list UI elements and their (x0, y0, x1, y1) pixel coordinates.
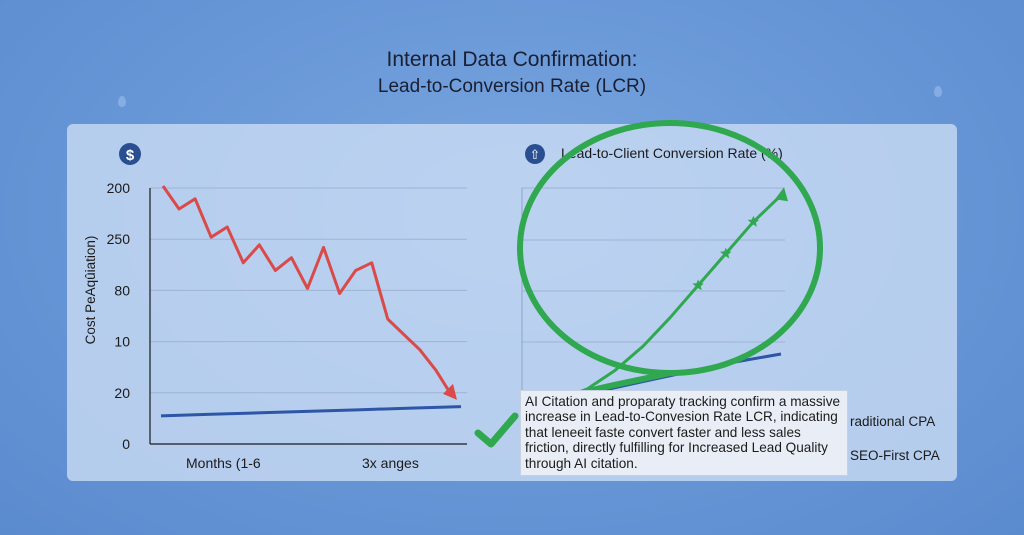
star-marker (747, 215, 760, 227)
dollar-icon: $ (119, 143, 141, 165)
legend-traditional-cpa: raditional CPA (850, 414, 936, 429)
decorative-drop (118, 96, 126, 107)
left-y-axis-label: Cost PeAqûiation) (83, 236, 98, 345)
left-y-tick-label: 20 (114, 385, 130, 401)
left-y-tick-label: 80 (114, 282, 130, 298)
svg-text:$: $ (126, 147, 135, 164)
page-title: Internal Data Confirmation: (386, 48, 638, 71)
highlight-circle-tail (584, 370, 671, 395)
arrow-up-icon: ⇧ (525, 144, 545, 164)
ai-citation-lcr-arrowhead (775, 187, 788, 202)
checkmark-icon (474, 412, 519, 448)
x-tick-label-months: Months (1-6 (186, 455, 261, 471)
left-chart-grid (150, 187, 467, 394)
star-marker (692, 279, 704, 291)
insight-callout: AI Citation and proparaty tracking confi… (520, 390, 848, 476)
ai-citation-lcr-line (559, 194, 783, 401)
right-chart-title: Lead-to-Client Conversion Rate (%) (561, 145, 783, 161)
svg-text:⇧: ⇧ (530, 148, 541, 163)
traditional-cpa-line (161, 185, 454, 397)
left-y-tick-label: 200 (107, 180, 131, 196)
star-marker (720, 247, 732, 259)
seo-first-cpa-line (160, 405, 462, 418)
right-chart-grid (522, 187, 785, 394)
legend-seo-first-cpa: SEO-First CPA (850, 448, 940, 463)
decorative-drop (934, 86, 942, 97)
x-tick-label-ranges: 3x anges (362, 455, 419, 471)
left-y-tick-label: 250 (107, 231, 131, 247)
left-y-tick-label: 10 (114, 334, 130, 350)
lcr-star-markers (692, 215, 760, 291)
page-subtitle: Lead-to-Conversion Rate (LCR) (377, 76, 647, 97)
left-y-tick-label: 0 (122, 436, 130, 452)
traditional-cpa-arrowhead (443, 383, 457, 400)
